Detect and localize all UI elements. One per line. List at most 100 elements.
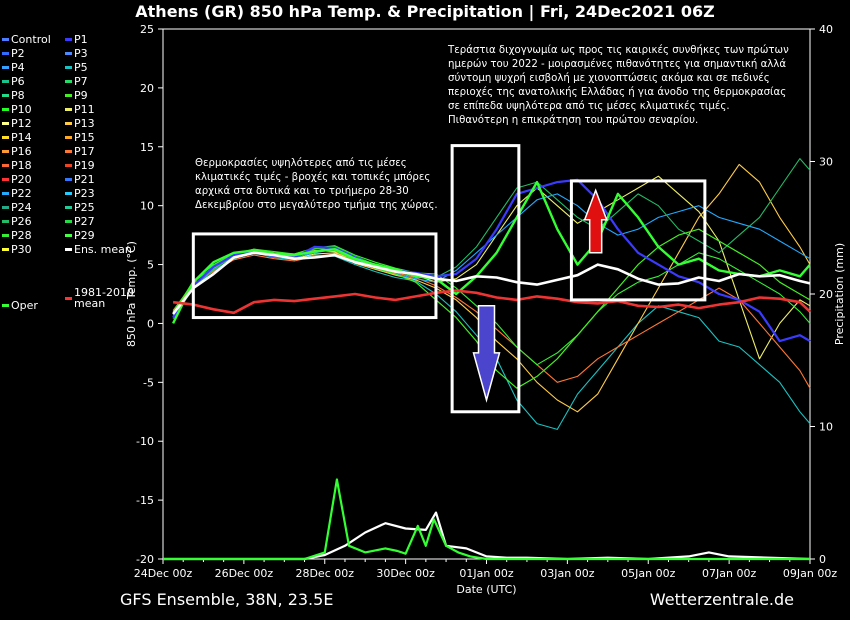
legend-label: Ens. mean bbox=[74, 243, 132, 256]
annotation-left: Θερμοκρασίες υψηλότερες από τις μέσες κλι… bbox=[195, 157, 438, 213]
y-tick-label: 0 bbox=[147, 317, 154, 330]
y-tick-label: -20 bbox=[136, 553, 154, 566]
temp-series-line bbox=[172, 289, 811, 315]
legend-label: P8 bbox=[11, 89, 25, 102]
y-tick-label: -5 bbox=[143, 376, 154, 389]
legend-item: P11 bbox=[65, 103, 95, 116]
legend-label: P5 bbox=[74, 61, 88, 74]
legend-item: P22 bbox=[2, 187, 32, 200]
y2-axis-label: Precipitation (mm) bbox=[833, 243, 846, 345]
legend-item: Control bbox=[2, 33, 51, 46]
legend-swatch bbox=[2, 234, 9, 237]
x-tick-label: 24Dec 00z bbox=[134, 567, 193, 580]
legend-swatch bbox=[2, 122, 9, 125]
legend-label: P18 bbox=[11, 159, 32, 172]
legend-item: P2 bbox=[2, 47, 25, 60]
legend-label: P30 bbox=[11, 243, 32, 256]
legend-label: P4 bbox=[11, 61, 25, 74]
legend-swatch bbox=[65, 80, 72, 83]
legend-label: P10 bbox=[11, 103, 32, 116]
legend-item: P21 bbox=[65, 173, 95, 186]
legend-swatch bbox=[2, 108, 9, 111]
legend-swatch bbox=[65, 164, 72, 167]
footer-model-info: GFS Ensemble, 38N, 23.5E bbox=[120, 590, 334, 609]
temp-series-line bbox=[172, 253, 811, 389]
legend-item: Oper bbox=[2, 299, 38, 312]
legend-label: P15 bbox=[74, 131, 95, 144]
annotation-line: σύντομη ψυχρή εισβολή με χιονοπτώσεις ακ… bbox=[448, 73, 770, 84]
x-tick-label: 30Dec 00z bbox=[376, 567, 435, 580]
legend-swatch bbox=[65, 178, 72, 181]
legend-swatch bbox=[2, 66, 9, 69]
legend-swatch bbox=[65, 94, 72, 97]
legend-item: P30 bbox=[2, 243, 32, 256]
y-tick-label: 25 bbox=[140, 23, 154, 36]
x-tick-label: 09Jan 00z bbox=[783, 567, 837, 580]
legend-label: P20 bbox=[11, 173, 32, 186]
x-tick-label: 05Jan 00z bbox=[621, 567, 675, 580]
legend-label: Control bbox=[11, 33, 51, 46]
y2-tick-label: 20 bbox=[819, 288, 833, 301]
legend-label: Oper bbox=[11, 299, 38, 312]
y-tick-label: 10 bbox=[140, 200, 154, 213]
legend-item: P5 bbox=[65, 61, 88, 74]
annotation-line: Τεράστια διχογνωμία ως προς τις καιρικές… bbox=[448, 45, 789, 56]
legend-item: P1 bbox=[65, 33, 88, 46]
legend-swatch bbox=[65, 136, 72, 139]
annotation-line: Πιθανότερη η επικράτηση του πρώτου σεναρ… bbox=[448, 115, 699, 126]
legend-label: P1 bbox=[74, 33, 88, 46]
legend-swatch bbox=[65, 38, 72, 41]
legend-swatch bbox=[2, 38, 9, 41]
legend-item: P6 bbox=[2, 75, 25, 88]
legend-item: P23 bbox=[65, 187, 95, 200]
footer-source: Wetterzentrale.de bbox=[649, 590, 794, 609]
legend-swatch bbox=[65, 52, 72, 55]
legend-item: P13 bbox=[65, 117, 95, 130]
legend-label: P13 bbox=[74, 117, 95, 130]
x-tick-label: 28Dec 00z bbox=[295, 567, 354, 580]
legend-label: P26 bbox=[11, 215, 32, 228]
legend-label: P14 bbox=[11, 131, 32, 144]
y2-tick-label: 40 bbox=[819, 23, 833, 36]
legend-label: P16 bbox=[11, 145, 32, 158]
legend-label: P29 bbox=[74, 229, 95, 242]
legend-swatch bbox=[2, 206, 9, 209]
legend-item: P7 bbox=[65, 75, 88, 88]
legend-item: P25 bbox=[65, 201, 95, 214]
legend-label: P6 bbox=[11, 75, 25, 88]
annotation-line: ημερών του 2022 - μοιρασμένες πιθανότητε… bbox=[448, 59, 787, 70]
legend-label: P17 bbox=[74, 145, 95, 158]
legend-swatch bbox=[2, 136, 9, 139]
annotation-box-left bbox=[191, 232, 438, 320]
legend-label: P22 bbox=[11, 187, 32, 200]
annotation-line: κλιματικές τιμές - βροχές και τοπικές μπ… bbox=[195, 172, 431, 183]
x-tick-label: 07Jan 00z bbox=[702, 567, 756, 580]
legend-label: P12 bbox=[11, 117, 32, 130]
legend-swatch bbox=[65, 206, 72, 209]
legend-item: P10 bbox=[2, 103, 32, 116]
legend-item: P8 bbox=[2, 89, 25, 102]
annotation-line: περιοχές της ανατολικής Ελλάδας ή για άν… bbox=[448, 87, 787, 98]
legend-swatch bbox=[2, 248, 9, 251]
legend-swatch bbox=[2, 192, 9, 195]
legend-swatch bbox=[2, 52, 9, 55]
y2-tick-label: 30 bbox=[819, 156, 833, 169]
x-tick-label: 03Jan 00z bbox=[540, 567, 594, 580]
chart-title: Athens (GR) 850 hPa Temp. & Precipitatio… bbox=[135, 2, 715, 21]
legend-item: P18 bbox=[2, 159, 32, 172]
y2-tick-label: 0 bbox=[819, 553, 826, 566]
y-axis-label: 850 hPa Temp. (°C) bbox=[125, 241, 138, 347]
legend-label: P9 bbox=[74, 89, 88, 102]
legend-swatch bbox=[65, 122, 72, 125]
legend-swatch bbox=[65, 296, 72, 300]
legend-label: P2 bbox=[11, 47, 25, 60]
legend-item: P29 bbox=[65, 229, 95, 242]
precip-series-line bbox=[163, 478, 810, 561]
annotation-right: Τεράστια διχογνωμία ως προς τις καιρικές… bbox=[448, 44, 789, 128]
legend-item: P3 bbox=[65, 47, 88, 60]
y-tick-label: 15 bbox=[140, 141, 154, 154]
legend-label: P27 bbox=[74, 215, 95, 228]
down-arrow bbox=[472, 305, 501, 403]
legend-item: P12 bbox=[2, 117, 32, 130]
legend-item: 1981-2010 mean bbox=[65, 287, 136, 309]
